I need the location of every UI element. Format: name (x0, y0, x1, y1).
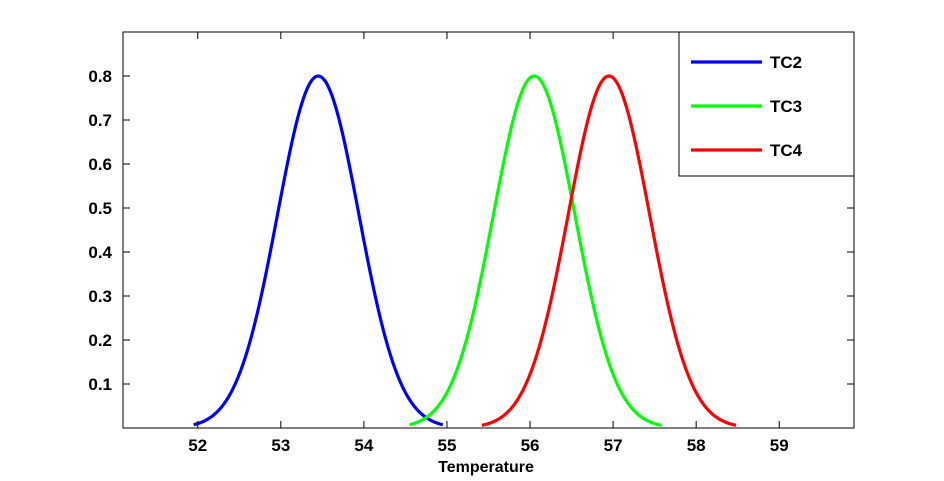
y-tick-label: 0.6 (88, 155, 112, 174)
legend-items: TC2 TC3 TC4 (691, 53, 803, 160)
y-tick-label: 0.2 (88, 331, 112, 350)
series-layer (193, 74, 737, 427)
x-tick-label: 58 (687, 436, 706, 455)
x-tick-label: 54 (354, 436, 373, 455)
y-tick-label: 0.4 (88, 243, 112, 262)
y-tick-label: 0.1 (88, 375, 112, 394)
x-tick-label: 56 (521, 436, 540, 455)
legend-label-tc2: TC2 (770, 53, 802, 72)
y-tick-label: 0.7 (88, 111, 112, 130)
legend-label-tc4: TC4 (770, 141, 803, 160)
y-tick-label: 0.5 (88, 199, 112, 218)
legend-label-tc3: TC3 (770, 97, 802, 116)
legend: TC2 TC3 TC4 (678, 31, 855, 177)
ticks-layer: 52 53 54 55 56 57 58 59 0.1 0.2 0.3 0.4 0.5 0.6 0.7 0.8 (88, 32, 854, 455)
x-tick-label: 55 (438, 436, 457, 455)
legend-box (678, 31, 855, 177)
series-line-tc2 (193, 74, 444, 427)
x-tick-label: 52 (188, 436, 207, 455)
x-tick-label: 53 (271, 436, 290, 455)
x-axis-title: Temperature (438, 459, 534, 476)
x-tick-label: 57 (604, 436, 623, 455)
y-tick-label: 0.8 (88, 67, 112, 86)
plot-frame (122, 31, 855, 429)
series-line-tc4 (481, 74, 737, 427)
x-tick-label: 59 (770, 436, 789, 455)
series-line-tc3 (409, 74, 662, 427)
y-tick-label: 0.3 (88, 287, 112, 306)
